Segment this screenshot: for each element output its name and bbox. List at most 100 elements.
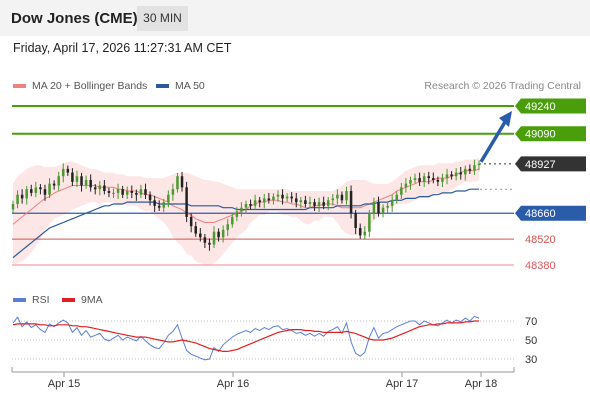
candle-body-53 [253,200,257,206]
candle-body-58 [276,194,280,197]
candle-body-96 [450,174,453,177]
candle-body-23 [116,189,120,193]
rsi-line [12,315,480,361]
candle-body-65 [308,202,312,204]
legend-bollinger-label: MA 20 + Bollinger Bands [32,80,148,92]
rsi-tick-50: 50 [525,335,537,347]
projection-arrow-shaft [479,121,507,163]
copyright-text: Research © 2026 Trading Central [424,80,581,92]
candle-body-16 [84,179,88,186]
candle-body-49 [235,211,239,217]
candle-body-77 [363,231,367,236]
candle-body-1 [16,194,19,204]
time-tick-label-1: Apr 16 [217,378,249,390]
candle-body-72 [340,194,344,201]
candle-body-2 [20,194,24,199]
legend-ma50-label: MA 50 [175,80,205,92]
rsi-panel: 70 50 30 [12,315,537,366]
candle-body-17 [89,179,92,188]
legend-9ma-label: 9MA [81,294,103,306]
legend-bollinger: MA 20 + Bollinger Bands [13,80,147,92]
candle-body-37 [180,176,184,188]
candle-body-5 [34,187,38,193]
level-badge-48927 [515,156,586,172]
candle-body-68 [322,202,325,206]
candle-body-25 [125,191,129,195]
candle-body-101 [473,165,476,171]
candle-body-56 [267,198,271,201]
candle-body-24 [121,189,124,195]
candle-body-91 [427,176,431,179]
candle-body-18 [93,187,97,190]
candle-body-36 [176,176,179,190]
candle-body-34 [167,194,170,203]
ma9-swatch [62,298,75,302]
candle-body-61 [290,196,293,199]
time-tick-label-0: Apr 15 [48,378,80,390]
candle-body-4 [30,189,33,193]
price-panel: 49240 49090 48927 48660 48520 48380 [11,98,586,272]
candle-body-90 [422,176,426,182]
candle-body-14 [75,176,79,182]
candle-body-13 [71,172,74,182]
candle-body-46 [221,229,225,238]
level-badge-48660 [515,205,586,221]
level-badge-text-48927: 48927 [525,159,556,171]
candle-body-84 [395,194,399,201]
candle-body-9 [52,183,56,186]
candle-body-55 [263,198,266,203]
ma50-swatch [156,84,169,88]
candle-body-38 [185,187,188,217]
candle-body-88 [413,178,417,180]
candle-body-60 [285,196,289,199]
candle-body-63 [299,200,303,203]
candle-body-71 [336,194,339,199]
candle-body-57 [272,196,275,201]
time-tick-label-3: Apr 18 [465,378,497,390]
candle-body-47 [226,224,229,230]
candle-body-0 [11,203,15,210]
instrument-title: Dow Jones (CME) [11,10,138,27]
candle-body-93 [436,179,440,182]
candle-body-66 [313,202,316,206]
candle-body-32 [157,205,161,208]
level-badge-text-48660: 48660 [525,208,556,220]
candle-body-11 [61,168,65,177]
candle-body-7 [43,189,47,195]
candle-body-3 [25,189,28,199]
timeframe-badge[interactable]: 30 MIN [137,6,188,31]
rsi-swatch [13,298,26,302]
candle-body-20 [103,185,106,192]
candle-body-50 [240,207,243,212]
level-label-48520: 48520 [525,234,556,246]
candle-body-74 [349,191,353,214]
candle-body-97 [454,172,458,177]
candle-body-69 [326,200,330,206]
candle-body-30 [148,194,152,201]
candle-body-80 [377,202,380,214]
candle-body-52 [249,203,252,206]
rsi-tick-70: 70 [525,316,537,328]
candle-body-12 [66,168,70,173]
candle-body-102 [477,163,481,166]
header-bar: Dow Jones (CME) 30 MIN [0,0,590,36]
candle-body-44 [212,231,216,245]
candle-body-35 [171,189,175,195]
candle-body-29 [144,189,147,195]
candle-body-82 [386,205,389,208]
candle-body-67 [317,202,321,206]
candle-body-70 [331,198,335,201]
candle-body-19 [98,185,102,190]
candle-body-99 [464,168,467,175]
bollinger-swatch [13,84,26,88]
candle-body-40 [194,226,198,234]
candle-body-28 [139,189,143,195]
candle-body-73 [345,191,348,201]
candle-body-21 [107,191,111,193]
candle-body-48 [231,216,234,225]
level-badge-text-49090: 49090 [525,129,556,141]
candle-body-51 [244,203,248,208]
candle-body-42 [203,237,207,243]
level-badge-49240 [515,98,586,114]
